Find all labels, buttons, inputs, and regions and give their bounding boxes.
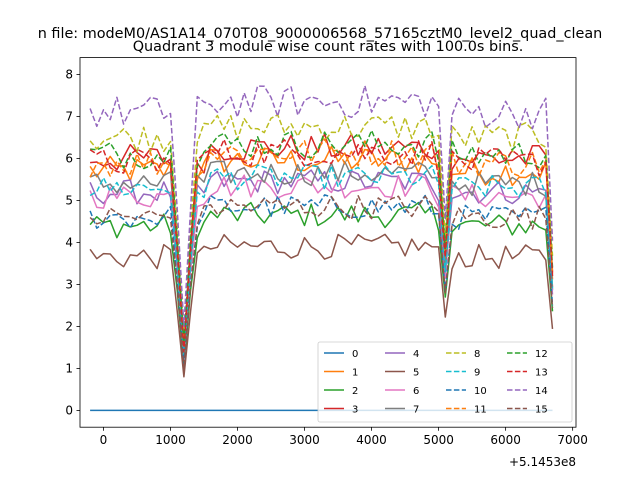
legend-box	[317, 341, 573, 423]
legend-label-11: 11	[474, 404, 487, 415]
series-line-2	[89, 201, 554, 370]
x-tick-label: 6000	[490, 433, 521, 447]
legend-label-8: 8	[474, 349, 480, 360]
legend-label-15: 15	[535, 404, 548, 415]
x-tick-label: 4000	[356, 433, 387, 447]
legend-label-1: 1	[352, 367, 358, 378]
legend-label-3: 3	[352, 404, 358, 415]
y-tick-label: 4	[65, 236, 73, 250]
series-line-6	[89, 173, 554, 361]
series-line-15	[89, 195, 554, 370]
series-line-12	[90, 129, 554, 344]
x-offset-label: +5.1453e8	[509, 455, 576, 469]
series-line-1	[89, 145, 554, 353]
series-line-13	[89, 138, 554, 353]
x-tick-label: 2000	[222, 433, 253, 447]
legend-label-12: 12	[535, 349, 548, 360]
y-tick-label: 0	[65, 404, 73, 418]
legend-label-4: 4	[413, 349, 419, 360]
y-tick-label: 3	[65, 278, 73, 292]
series-line-8	[89, 114, 554, 336]
legend-label-7: 7	[413, 404, 419, 415]
x-tick-label: 7000	[557, 433, 588, 447]
legend-label-9: 9	[474, 367, 480, 378]
x-tick-label: 0	[100, 433, 108, 447]
chart-title: Quadrant 3 module wise count rates with …	[133, 39, 524, 55]
y-tick-label: 7	[65, 110, 73, 124]
series-line-14	[89, 85, 554, 328]
legend-label-14: 14	[535, 386, 548, 397]
y-tick-label: 5	[65, 194, 73, 208]
y-tick-label: 2	[65, 320, 73, 334]
series-line-9	[89, 164, 554, 357]
axes-frame	[79, 57, 577, 428]
series-line-5	[89, 233, 554, 378]
x-tick-label: 1000	[155, 433, 186, 447]
y-tick-label: 8	[65, 68, 73, 82]
legend-label-0: 0	[352, 349, 358, 360]
legend-label-10: 10	[474, 386, 487, 397]
x-tick-label: 5000	[423, 433, 454, 447]
series-line-10	[89, 194, 554, 365]
legend-label-2: 2	[352, 386, 358, 397]
series-line-11	[89, 138, 554, 349]
y-tick-label: 6	[65, 152, 73, 166]
figure-suptitle: n file: modeM0/AS1A14_070T08_9000006568_…	[38, 26, 603, 42]
x-tick-label: 3000	[289, 433, 320, 447]
legend-label-13: 13	[535, 367, 548, 378]
legend-label-6: 6	[413, 386, 419, 397]
legend-label-5: 5	[413, 367, 419, 378]
y-tick-label: 1	[65, 362, 73, 376]
